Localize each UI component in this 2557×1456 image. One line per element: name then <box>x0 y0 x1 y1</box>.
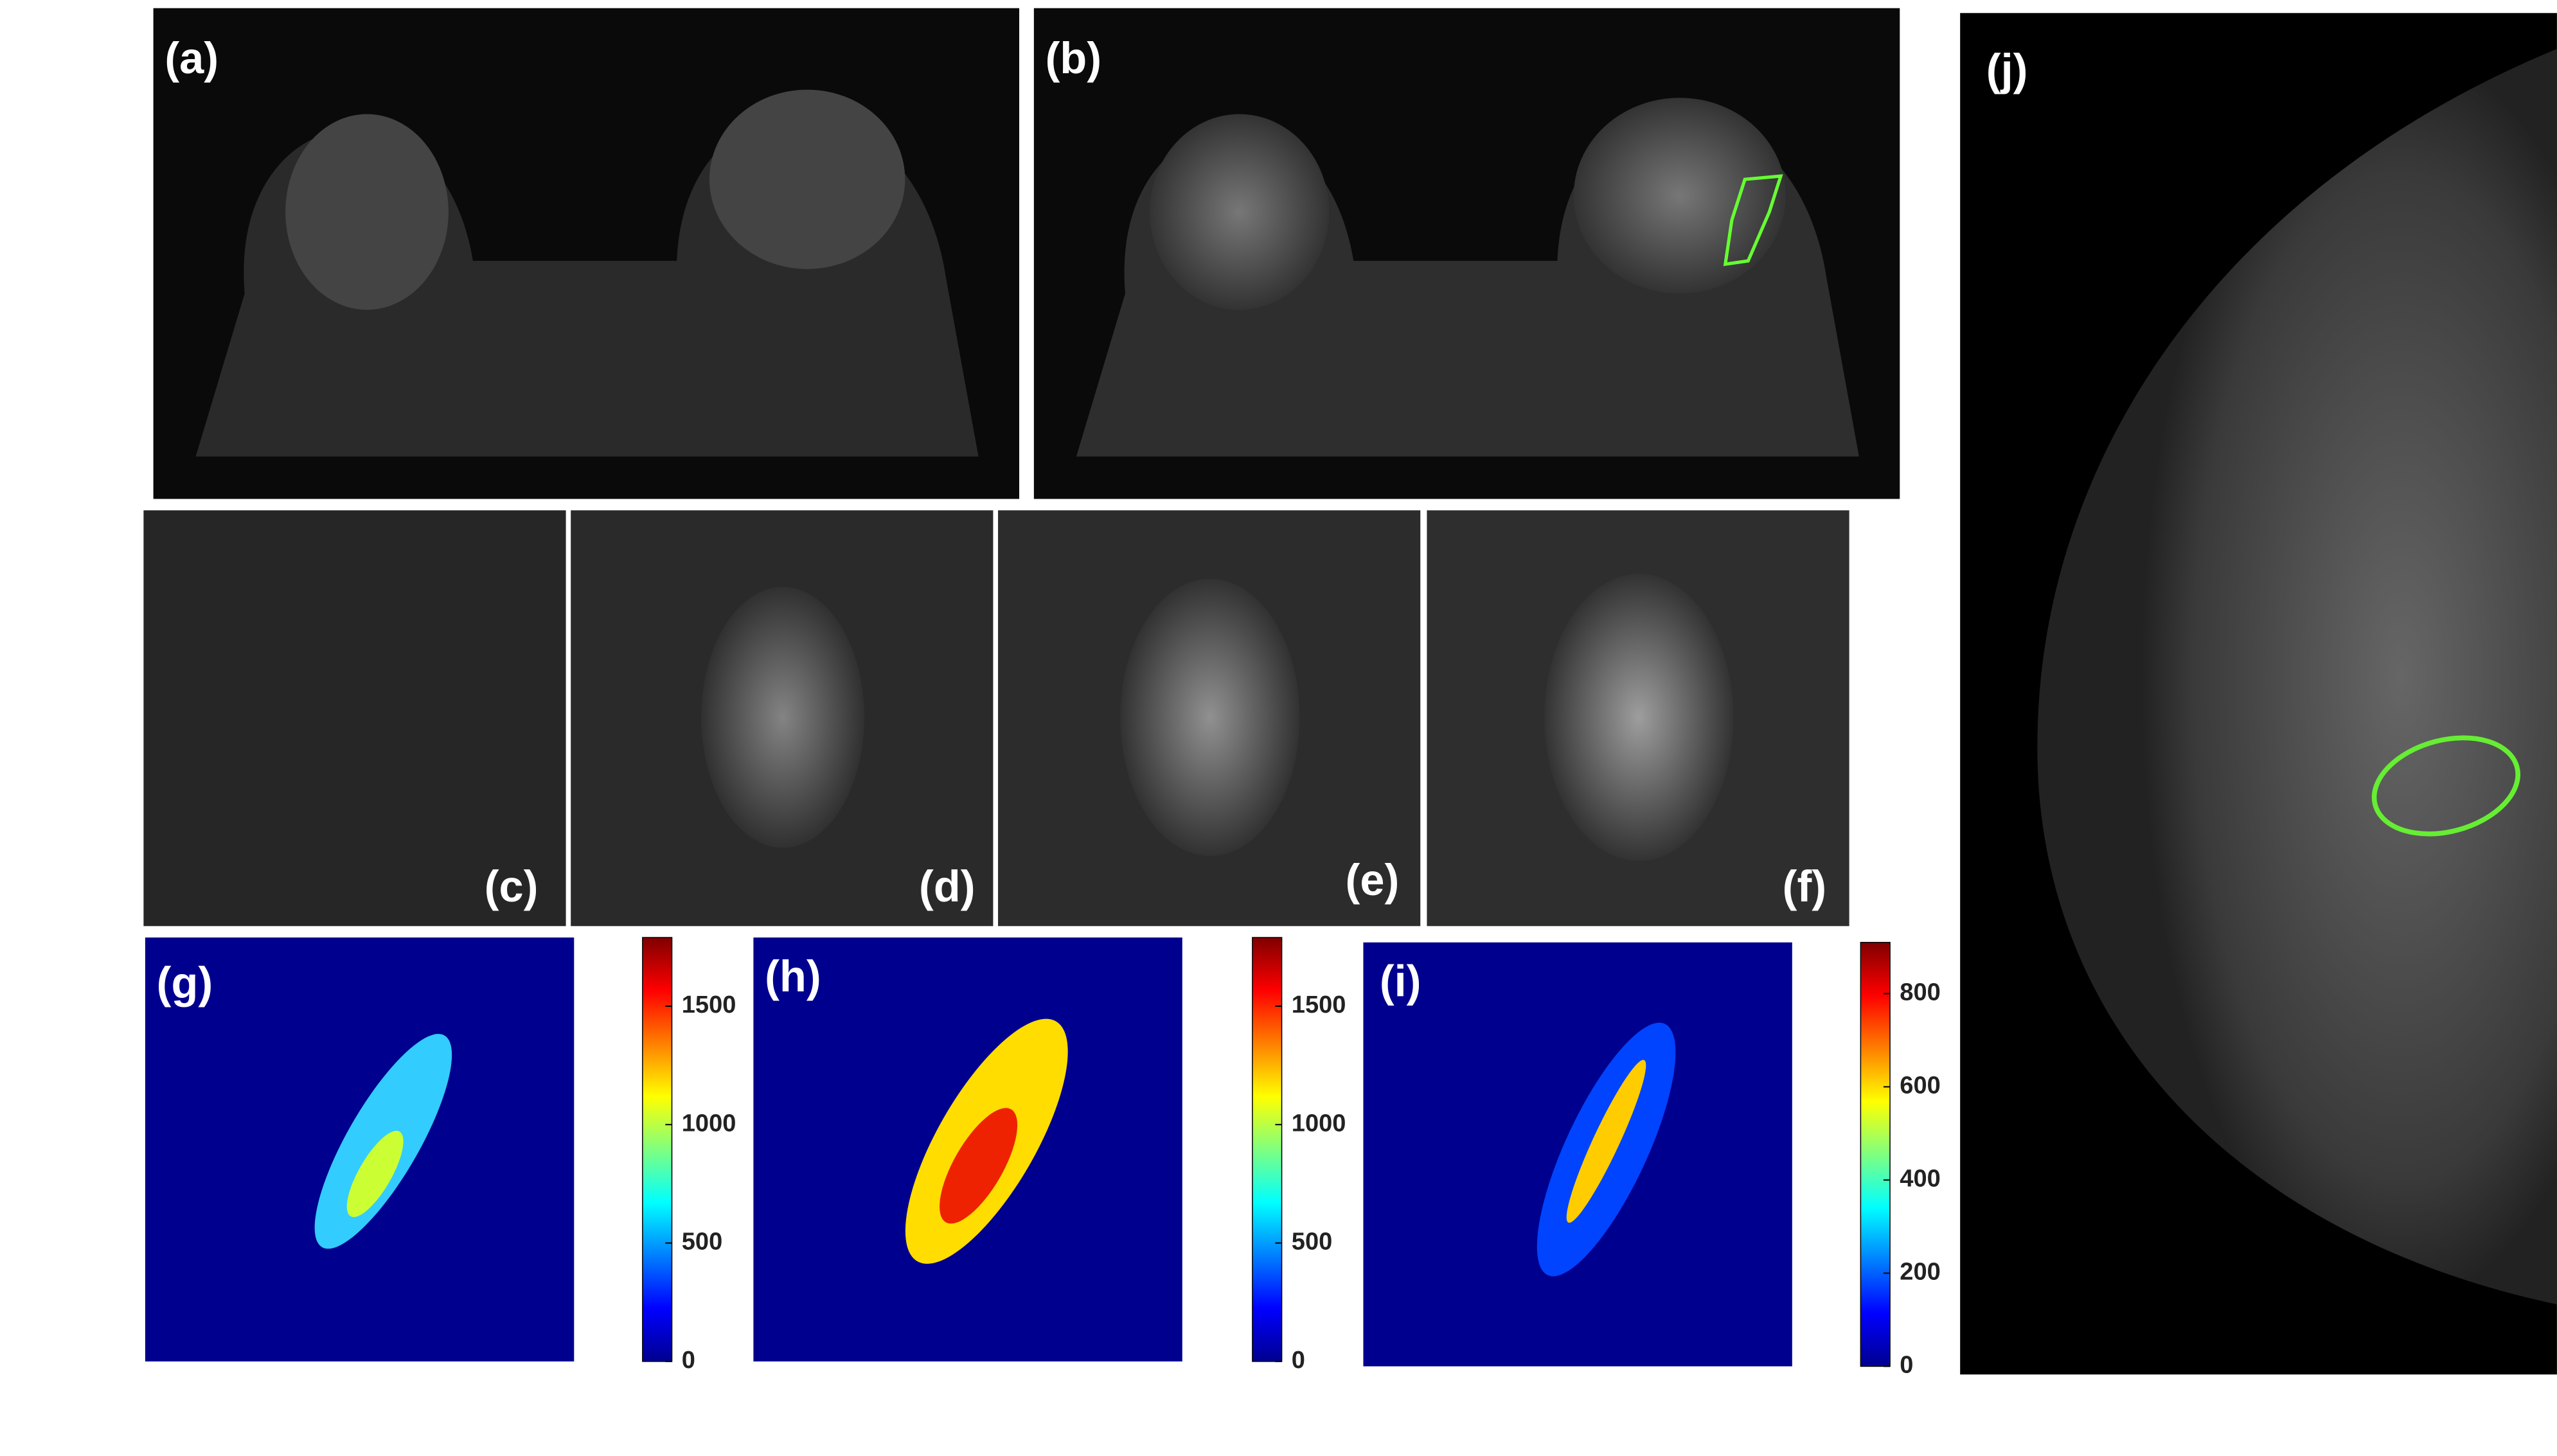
colorbar <box>1860 941 1891 1367</box>
panel-label: (d) <box>919 862 975 911</box>
colorbar-tick-label: 1000 <box>682 1110 736 1137</box>
mri-subtraction <box>1033 8 1900 499</box>
panel-label: (i) <box>1380 956 1421 1006</box>
mammogram <box>1960 13 2557 1375</box>
panel-label: (g) <box>157 958 213 1008</box>
colorbar <box>642 937 673 1362</box>
colorbar-tick-label: 500 <box>1292 1229 1332 1256</box>
panel-label: (f) <box>1783 862 1826 911</box>
panel-label: (e) <box>1346 855 1400 905</box>
dce-series <box>143 510 1849 927</box>
colorbar-tick-label: 1000 <box>1292 1110 1346 1137</box>
colorbar <box>1252 937 1283 1362</box>
panel-label: (b) <box>1046 33 1101 83</box>
colorbar-tick-label: 0 <box>682 1347 695 1374</box>
colorbar-tick-label: 200 <box>1900 1258 1940 1285</box>
colorbar-tick-label: 1500 <box>1292 991 1346 1018</box>
colorbar-tick-label: 1500 <box>682 991 736 1018</box>
mri-precontrast <box>153 8 1020 499</box>
panel-label: (c) <box>485 862 539 911</box>
panel-label: (a) <box>165 33 218 83</box>
panel-label: (j) <box>1986 45 2028 94</box>
colorbar-tick-label: 0 <box>1900 1351 1913 1378</box>
colorbar-tick-label: 500 <box>682 1229 722 1256</box>
colorbar-tick-label: 0 <box>1292 1347 1305 1374</box>
colorbar-tick-label: 800 <box>1900 979 1940 1006</box>
panel-label: (h) <box>765 952 821 1001</box>
colorbar-tick-label: 400 <box>1900 1165 1940 1192</box>
colorbar-tick-label: 600 <box>1900 1072 1940 1099</box>
parametric-maps <box>145 937 1792 1367</box>
